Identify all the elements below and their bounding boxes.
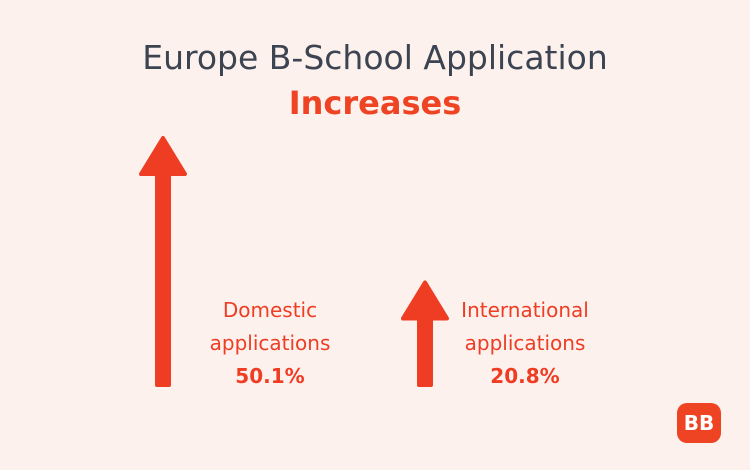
- value-label: 50.1%: [235, 364, 305, 388]
- arrow: [401, 280, 449, 387]
- subtitle: Increases: [288, 84, 462, 122]
- category-name: International applications: [461, 298, 589, 355]
- value-label: 20.8%: [490, 364, 560, 388]
- category-label: International applications 20.8%: [425, 294, 625, 393]
- category-label: Domestic applications 50.1%: [170, 294, 370, 393]
- logo: BB: [677, 403, 721, 443]
- title: Europe B-School Application: [142, 38, 608, 77]
- arrow: [139, 136, 187, 387]
- category-name: Domestic applications: [209, 298, 331, 355]
